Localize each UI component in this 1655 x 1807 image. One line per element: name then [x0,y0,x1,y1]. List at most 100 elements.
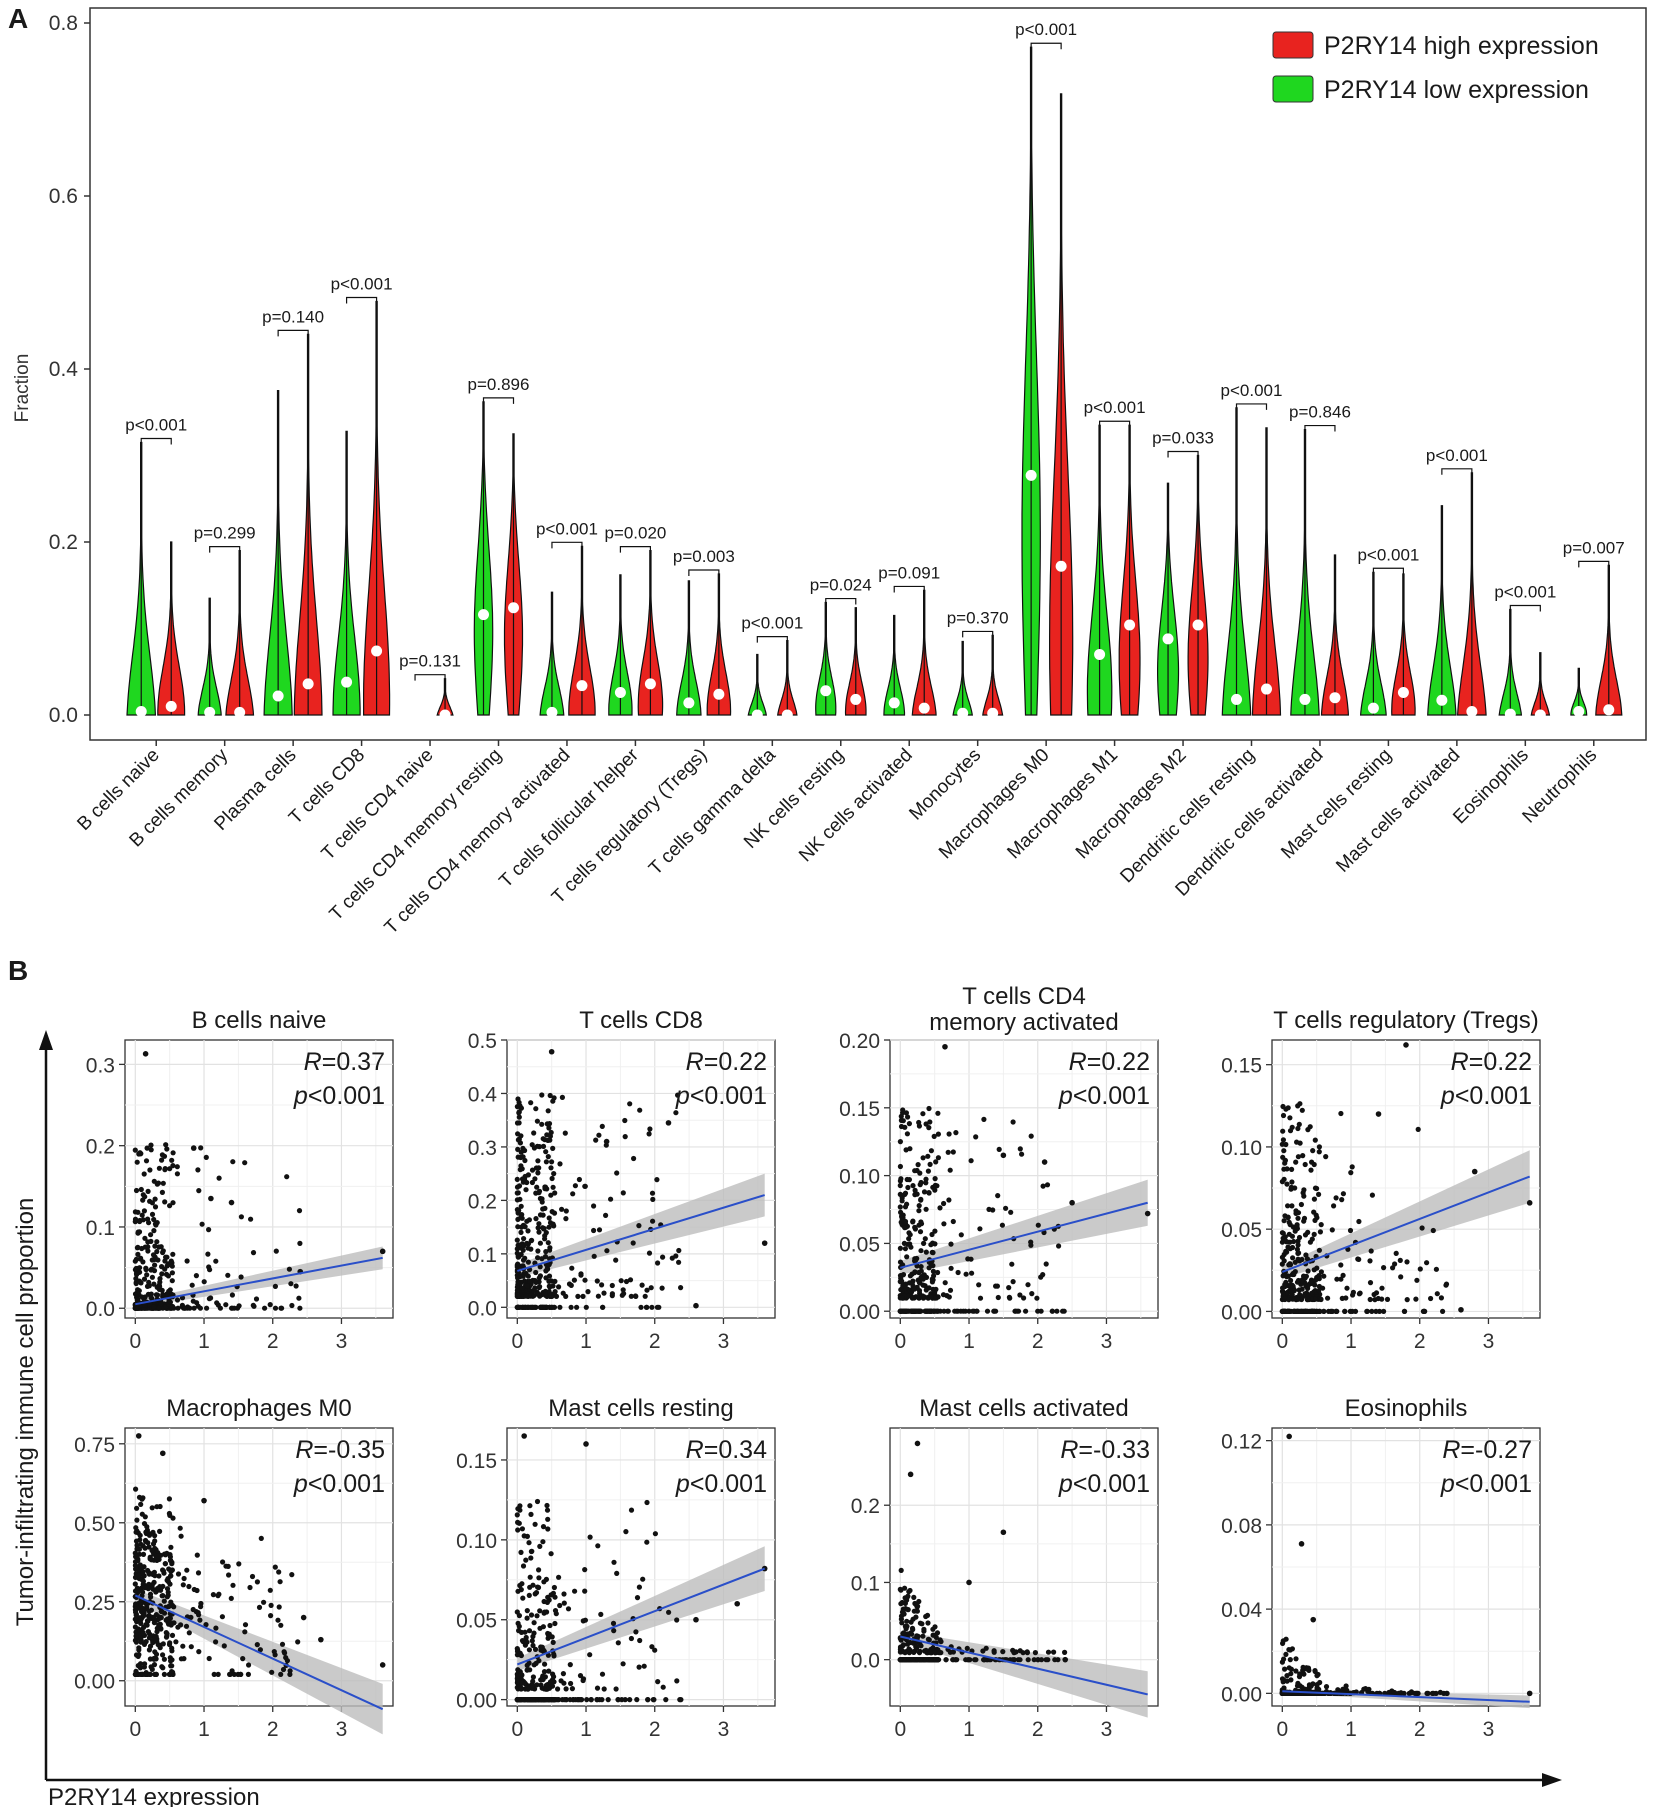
scatter-point [514,1237,520,1243]
scatter-point [918,1264,924,1270]
scatter-point [915,1603,921,1609]
scatter-point [546,1262,552,1268]
scatter-point [154,1504,160,1510]
scatter-point [919,1621,925,1627]
pvalue-bracket [551,541,583,549]
scatter-point [225,1563,231,1569]
scatter-point [190,1606,196,1613]
scatter-point [199,1221,205,1227]
p-symbol: p [293,1082,308,1110]
scatter-point [546,1631,552,1637]
scatter-point [529,1167,536,1173]
y-tick-label: 0.2 [468,1190,497,1213]
scatter-point [561,1697,568,1703]
y-tick-label: 0.1 [86,1217,115,1240]
r-symbol: R [686,1436,704,1464]
scatter-point [648,1285,654,1291]
scatter-point [1333,1195,1339,1201]
scatter-point [191,1586,197,1593]
scatter-point [1356,1256,1362,1262]
scatter-point [614,1170,620,1176]
scatter-point [897,1163,904,1170]
legend: P2RY14 high expression P2RY14 low expres… [1272,31,1599,104]
scatter-point [530,1697,536,1703]
scatter-point [141,1624,147,1630]
scatter-point [660,1254,666,1260]
scatter-point [169,1157,175,1163]
scatter-point [1281,1656,1287,1662]
scatter-point [157,1528,163,1534]
scatter-point [149,1200,155,1206]
scatter-point [1321,1308,1327,1314]
scatter-point [676,1247,682,1254]
panel-b-label: B [8,955,28,986]
scatter-point [921,1240,927,1246]
violin-low-median [1573,706,1585,718]
scatter-point [974,1308,980,1314]
scatter-point [1034,1295,1040,1301]
scatter-point [561,1680,567,1686]
scatter-point [693,1302,699,1309]
scatter-point [148,1294,154,1300]
scatter-point [1390,1265,1396,1271]
violin-low-median [614,687,626,699]
y-tick-label: 0.0 [851,1650,880,1673]
scatter-point [257,1647,263,1653]
x-tick-label: 3 [336,1330,348,1353]
scatter-point [1295,1154,1301,1160]
scatter-point [922,1308,928,1314]
scatter-point [931,1308,937,1314]
scatter-point [642,1293,648,1299]
y-tick-label: 0.20 [839,1030,880,1053]
scatter-point [248,1216,254,1222]
scatter-point [628,1507,635,1513]
violin-high-median [1124,619,1136,631]
scatter-point [159,1584,165,1590]
scatter-point [531,1145,538,1151]
scatter-point [541,1669,548,1675]
scatter-point [236,1561,242,1567]
scatter-point [147,1591,154,1597]
scatter-point [1043,1261,1049,1267]
scatter-point [652,1647,658,1653]
scatter-point [1010,1279,1016,1285]
x-tick-label: 1 [580,1330,592,1353]
scatter-point [665,1120,672,1126]
x-tick-label: 1 [198,1330,210,1353]
scatter-point [536,1165,542,1171]
scatter-point [524,1283,530,1289]
scatter-point [178,1533,184,1539]
scatter-point [970,1308,976,1314]
scatter-plot: 0.00 0.05 0.10 0.15 0.20 0 1 2 3 R=0.22 p<0.001 T c… [839,983,1159,1353]
scatter-point [1280,1103,1286,1110]
scatter-point [169,1270,175,1276]
scatter-point [650,1218,656,1224]
scatter-point [548,1592,554,1598]
scatter-point [537,1304,544,1310]
scatter-point [603,1138,610,1145]
scatter-point [933,1657,939,1663]
scatter-point [550,1184,556,1190]
r-value: =0.22 [704,1048,767,1076]
scatter-point [140,1629,146,1636]
scatter-point [1312,1282,1318,1288]
scatter-point [583,1304,589,1310]
y-tick-label: 0.04 [1221,1599,1262,1622]
scatter-point [1317,1679,1323,1686]
scatter-point [1404,1259,1410,1265]
scatter-point [1381,1308,1387,1314]
scatter-point [981,1657,987,1663]
scatter-point [142,1302,148,1308]
scatter-point [945,1308,951,1314]
scatter-point [142,1661,148,1667]
correlation-label: R=-0.33 [1060,1436,1150,1464]
scatter-point [560,1671,567,1677]
scatter-point [550,1145,556,1151]
scatter-point [144,1145,150,1151]
scatter-point [966,1579,972,1586]
scatter-point [136,1645,142,1651]
scatter-point [535,1170,541,1176]
scatter-point [286,1266,292,1272]
scatter-point [963,1271,969,1277]
